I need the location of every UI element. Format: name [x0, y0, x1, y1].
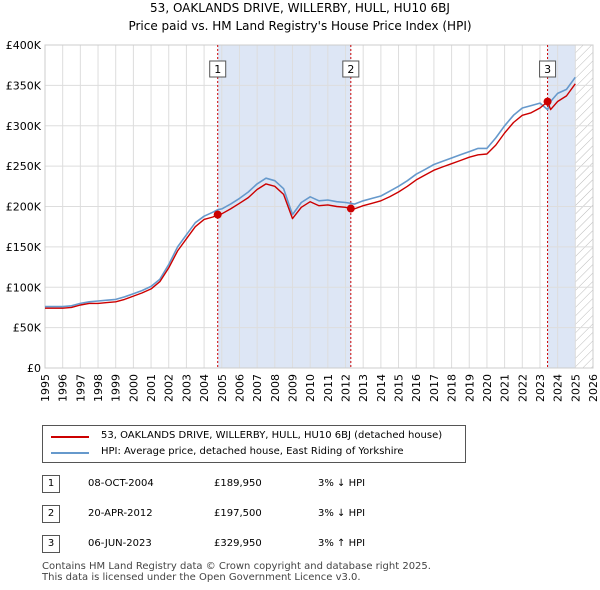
legend: 53, OAKLANDS DRIVE, WILLERBY, HULL, HU10… [42, 425, 466, 463]
x-tick-label: 2025 [569, 374, 582, 402]
legend-hpi-label: HPI: Average price, detached house, East… [101, 446, 404, 457]
table-row: 3 06-JUN-2023 £329,950 3% ↑ HPI [42, 535, 402, 553]
transaction-number: 3 [42, 535, 60, 553]
y-tick-label: £400K [6, 39, 42, 52]
plot-border [44, 44, 594, 369]
footer: Contains HM Land Registry data © Crown c… [42, 561, 431, 583]
chart-subtitle: Price paid vs. HM Land Registry's House … [128, 19, 471, 33]
x-tick-label: 1996 [57, 374, 70, 402]
y-tick-label: £150K [6, 241, 42, 254]
sale-label-box [539, 60, 557, 78]
table-row: 2 20-APR-2012 £197,500 3% ↓ HPI [42, 505, 402, 523]
x-tick-label: 2007 [251, 374, 264, 402]
transaction-number: 2 [42, 505, 60, 523]
y-tick-label: £50K [13, 322, 42, 335]
transaction-hpi-diff: 3% ↓ HPI [318, 508, 366, 519]
x-tick-label: 2021 [499, 374, 512, 402]
x-tick-label: 2011 [322, 374, 335, 402]
plot-area: £0 £50K £100K £150K £200K £250K £300K £350K £400… [6, 39, 600, 402]
x-tick-label: 1995 [39, 374, 52, 402]
x-tick-label: 2002 [163, 374, 176, 402]
sale-label-box [209, 60, 227, 78]
footer-licence: This data is licensed under the Open Gov… [42, 572, 361, 583]
sale-label: 3 [544, 63, 551, 76]
x-tick-label: 2001 [145, 374, 158, 402]
x-tick-label: 2024 [552, 374, 565, 402]
x-tick-label: 2004 [198, 374, 211, 402]
x-tick-label: 1998 [92, 374, 105, 402]
x-tick-label: 2016 [410, 374, 423, 402]
x-tick-label: 2018 [446, 374, 459, 402]
x-tick-label: 2005 [216, 374, 229, 402]
x-tick-label: 2017 [428, 374, 441, 402]
y-tick-label: £350K [6, 79, 42, 92]
x-tick-label: 2020 [481, 374, 494, 402]
transaction-date: 20-APR-2012 [88, 508, 153, 519]
x-tick-label: 2008 [269, 374, 282, 402]
x-tick-label: 2026 [587, 374, 600, 402]
sale-label: 2 [347, 63, 354, 76]
footer-copyright: Contains HM Land Registry data © Crown c… [42, 561, 431, 572]
sale-label: 1 [214, 63, 221, 76]
y-tick-label: £100K [6, 281, 42, 294]
transaction-price: £329,950 [214, 538, 262, 549]
x-tick-label: 2006 [233, 374, 246, 402]
chart: 53, OAKLANDS DRIVE, WILLERBY, HULL, HU10… [6, 1, 600, 402]
x-tick-label: 1997 [74, 374, 87, 402]
transaction-number: 1 [42, 475, 60, 493]
transaction-price: £197,500 [214, 508, 262, 519]
x-tick-label: 2012 [340, 374, 353, 402]
transaction-hpi-diff: 3% ↓ HPI [318, 478, 366, 489]
x-tick-label: 2014 [375, 374, 388, 402]
y-tick-label: £300K [6, 120, 42, 133]
x-tick-label: 2010 [304, 374, 317, 402]
x-tick-label: 2009 [286, 374, 299, 402]
sale-point [543, 97, 552, 106]
sale-point [346, 204, 355, 213]
table-row: 1 08-OCT-2004 £189,950 3% ↓ HPI [42, 475, 402, 493]
x-tick-label: 2000 [127, 374, 140, 402]
chart-title: 53, OAKLANDS DRIVE, WILLERBY, HULL, HU10… [150, 1, 450, 15]
property-series-line [45, 83, 576, 309]
y-tick-label: £250K [6, 160, 42, 173]
x-tick-label: 2023 [534, 374, 547, 402]
sale-label-box [342, 60, 360, 78]
x-tick-label: 2003 [180, 374, 193, 402]
property-line-swatch [51, 436, 89, 438]
transaction-price: £189,950 [214, 478, 262, 489]
x-tick-label: 2022 [516, 374, 529, 402]
transaction-date: 06-JUN-2023 [88, 538, 152, 549]
y-tick-label: £200K [6, 201, 42, 214]
sale-point [213, 210, 222, 219]
x-tick-label: 2013 [357, 374, 370, 402]
transaction-date: 08-OCT-2004 [88, 478, 154, 489]
x-tick-label: 2019 [463, 374, 476, 402]
x-tick-label: 1999 [110, 374, 123, 402]
transaction-hpi-diff: 3% ↑ HPI [318, 538, 366, 549]
x-tick-label: 2015 [393, 374, 406, 402]
hpi-series-line [45, 76, 576, 308]
hpi-line-swatch [51, 452, 89, 454]
y-tick-label: £0 [27, 362, 41, 375]
legend-property-label: 53, OAKLANDS DRIVE, WILLERBY, HULL, HU10… [101, 430, 443, 441]
